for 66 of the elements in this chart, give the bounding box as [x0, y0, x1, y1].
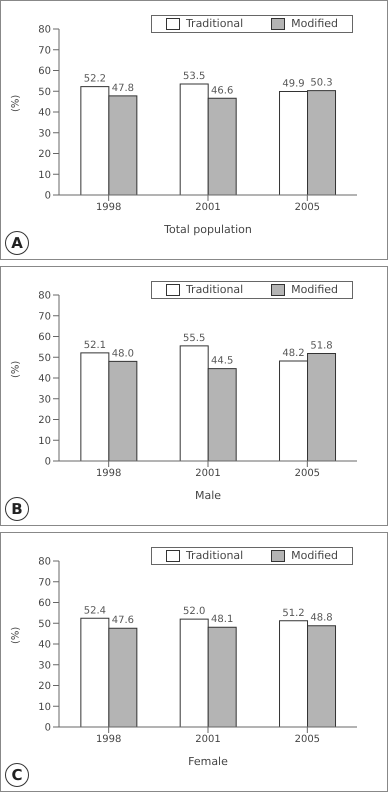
x-tick-label: 2005 — [294, 202, 320, 214]
legend-label: Traditional — [186, 549, 244, 563]
y-tick-label: 0 — [44, 722, 51, 734]
legend-label: Traditional — [186, 17, 244, 31]
y-tick-label: 30 — [38, 128, 51, 140]
data-label: 55.5 — [183, 332, 206, 344]
y-tick-label: 50 — [38, 352, 51, 364]
y-tick-label: 20 — [38, 415, 51, 426]
data-label: 48.2 — [282, 348, 305, 359]
legend-label: Modified — [291, 17, 338, 31]
y-tick-label: 20 — [38, 681, 51, 692]
y-tick-label: 60 — [38, 332, 51, 344]
data-label: 44.5 — [211, 356, 234, 367]
data-label: 52.2 — [84, 74, 106, 85]
y-tick-label: 20 — [38, 149, 51, 160]
data-label: 52.0 — [183, 606, 206, 618]
y-tick-label: 0 — [44, 190, 51, 202]
x-axis-title: Female — [188, 755, 228, 768]
y-tick-label: 60 — [38, 66, 51, 78]
data-label: 51.8 — [310, 340, 333, 352]
y-tick-label: 10 — [38, 702, 51, 713]
y-tick-label: 60 — [38, 598, 51, 610]
y-tick-label: 50 — [38, 618, 51, 630]
data-label: 52.1 — [84, 340, 106, 351]
x-tick-label: 2005 — [294, 468, 320, 480]
data-label: 48.8 — [310, 612, 333, 624]
y-tick-label: 50 — [38, 86, 51, 98]
x-tick-label: 1998 — [96, 734, 122, 746]
legend-label: Traditional — [186, 283, 244, 297]
data-label: 51.2 — [282, 608, 305, 619]
data-label: 53.5 — [183, 70, 206, 82]
y-tick-label: 10 — [38, 436, 51, 447]
y-axis-title: (%) — [10, 626, 22, 644]
y-axis-title: (%) — [10, 360, 22, 378]
y-tick-label: 70 — [38, 45, 51, 56]
y-tick-label: 10 — [38, 170, 51, 181]
x-tick-label: 1998 — [96, 202, 122, 214]
x-tick-label: 1998 — [96, 468, 122, 480]
data-label: 48.0 — [112, 348, 134, 360]
data-label: 52.4 — [84, 605, 106, 616]
data-label: 46.6 — [211, 85, 234, 96]
y-tick-label: 80 — [38, 24, 51, 36]
data-label: 47.8 — [112, 82, 134, 94]
y-tick-label: 70 — [38, 577, 51, 588]
y-tick-label: 40 — [38, 108, 51, 119]
y-tick-label: 70 — [38, 311, 51, 322]
y-tick-label: 30 — [38, 394, 51, 406]
y-tick-label: 80 — [38, 556, 51, 568]
x-axis-title: Total population — [163, 223, 252, 236]
x-tick-label: 2001 — [195, 202, 221, 214]
y-tick-label: 80 — [38, 290, 51, 302]
y-tick-label: 0 — [44, 456, 51, 468]
x-tick-label: 2001 — [195, 734, 221, 746]
x-tick-label: 2001 — [195, 468, 221, 480]
y-tick-label: 30 — [38, 660, 51, 672]
data-label: 48.1 — [211, 614, 234, 626]
data-label: 50.3 — [310, 78, 333, 89]
y-tick-label: 40 — [38, 640, 51, 651]
y-tick-label: 40 — [38, 374, 51, 385]
data-label: 47.6 — [112, 615, 134, 626]
y-axis-title: (%) — [10, 94, 22, 112]
x-tick-label: 2005 — [294, 734, 320, 746]
legend-label: Modified — [291, 549, 338, 563]
data-label: 49.9 — [282, 78, 305, 90]
x-axis-title: Male — [194, 489, 222, 502]
legend-label: Modified — [291, 283, 338, 297]
